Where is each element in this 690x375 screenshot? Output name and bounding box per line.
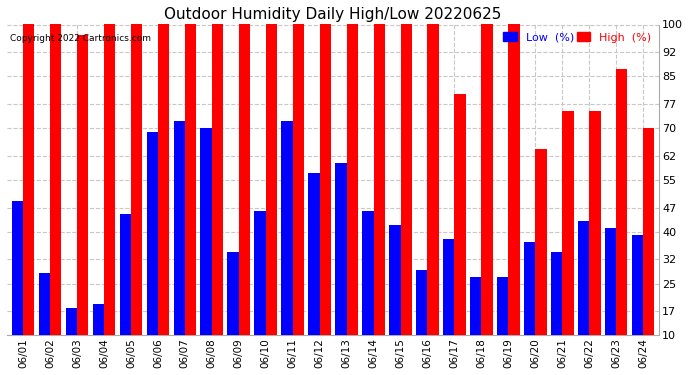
Bar <box>400 24 412 335</box>
Bar <box>616 69 627 335</box>
Bar <box>12 201 23 335</box>
Bar <box>389 225 400 335</box>
Bar <box>39 273 50 335</box>
Bar <box>146 132 158 335</box>
Bar <box>158 24 169 335</box>
Bar <box>605 228 616 335</box>
Bar <box>373 24 385 335</box>
Bar <box>562 111 573 335</box>
Bar <box>77 35 88 335</box>
Bar <box>524 242 535 335</box>
Bar <box>266 24 277 335</box>
Bar <box>509 24 520 335</box>
Bar <box>92 304 104 335</box>
Bar <box>319 24 331 335</box>
Bar <box>255 211 266 335</box>
Bar <box>443 238 455 335</box>
Bar <box>173 121 185 335</box>
Bar <box>308 173 319 335</box>
Bar <box>119 214 131 335</box>
Bar <box>551 252 562 335</box>
Bar <box>632 235 643 335</box>
Legend: Low  (%), High  (%): Low (%), High (%) <box>501 30 653 45</box>
Bar <box>643 128 654 335</box>
Bar <box>578 221 589 335</box>
Bar <box>497 277 509 335</box>
Bar <box>589 111 600 335</box>
Bar <box>131 24 142 335</box>
Title: Outdoor Humidity Daily High/Low 20220625: Outdoor Humidity Daily High/Low 20220625 <box>164 7 502 22</box>
Bar <box>23 24 34 335</box>
Bar <box>212 24 223 335</box>
Bar <box>185 24 196 335</box>
Bar <box>482 24 493 335</box>
Bar <box>455 94 466 335</box>
Bar <box>104 24 115 335</box>
Bar <box>239 24 250 335</box>
Bar <box>293 24 304 335</box>
Bar <box>228 252 239 335</box>
Bar <box>50 24 61 335</box>
Bar <box>470 277 482 335</box>
Bar <box>362 211 373 335</box>
Bar <box>282 121 293 335</box>
Bar <box>66 308 77 335</box>
Bar <box>346 24 358 335</box>
Text: Copyright 2022 Cartronics.com: Copyright 2022 Cartronics.com <box>10 34 151 43</box>
Bar <box>416 270 428 335</box>
Bar <box>535 149 546 335</box>
Bar <box>428 24 439 335</box>
Bar <box>335 163 346 335</box>
Bar <box>201 128 212 335</box>
